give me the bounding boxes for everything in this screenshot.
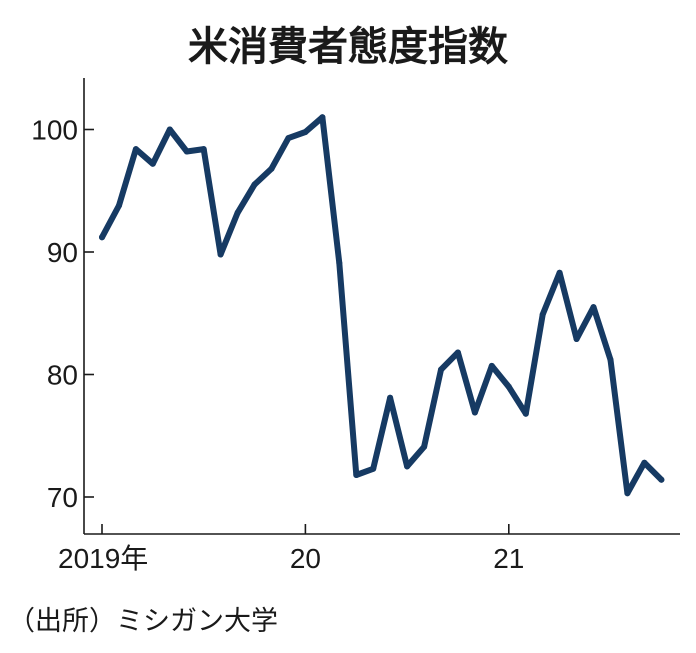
data-point-2021-08 [624,490,631,497]
data-point-2021-07 [607,356,614,363]
data-point-2021-01 [505,383,512,390]
data-point-2020-09 [438,366,444,373]
series-points [99,114,665,497]
data-point-2019-03 [132,146,139,153]
data-point-2020-11 [471,409,478,416]
data-point-2021-06 [590,304,597,311]
y-tick-label: 100 [31,115,78,146]
y-tick-label: 90 [47,237,78,268]
y-tick-label: 80 [47,360,78,391]
data-point-2019-05 [166,126,173,133]
x-axis: 2019年 20 21 [58,524,524,574]
data-point-2020-05 [370,465,377,472]
data-point-2019-10 [251,181,258,188]
data-point-2021-04 [556,269,563,276]
x-tick-label: 21 [493,543,524,574]
data-point-2020-10 [454,349,461,356]
data-point-2019-02 [116,202,122,209]
y-axis: 70 80 90 100 [31,115,94,513]
data-point-2019-01 [99,234,105,241]
x-tick-label: 2019年 [58,543,148,574]
data-point-2019-11 [268,165,275,172]
data-point-2020-03 [336,260,343,266]
data-point-2020-07 [404,463,411,470]
chart-title: 米消費者態度指数 [188,24,508,70]
data-point-2019-04 [149,160,156,167]
data-point-2020-01 [302,129,309,135]
data-point-2021-02 [522,410,529,417]
data-point-2019-07 [200,146,207,153]
data-point-2019-06 [183,148,190,155]
data-point-2020-08 [421,443,428,450]
data-point-2020-06 [387,394,394,401]
data-point-2020-02 [319,114,326,121]
data-point-2020-04 [353,472,360,478]
y-tick-label: 70 [47,482,78,513]
source-note: （出所）ミシガン大学 [8,606,278,637]
data-point-2021-05 [573,336,580,342]
data-point-2021-09 [641,459,648,466]
data-point-2021-10 [658,476,665,483]
data-point-2019-09 [234,209,241,216]
series-line [99,114,665,497]
x-tick-label: 20 [290,543,321,574]
data-point-2019-12 [285,135,292,142]
data-point-2019-08 [217,251,224,258]
data-point-2020-12 [488,362,495,369]
data-point-2021-03 [539,311,546,318]
